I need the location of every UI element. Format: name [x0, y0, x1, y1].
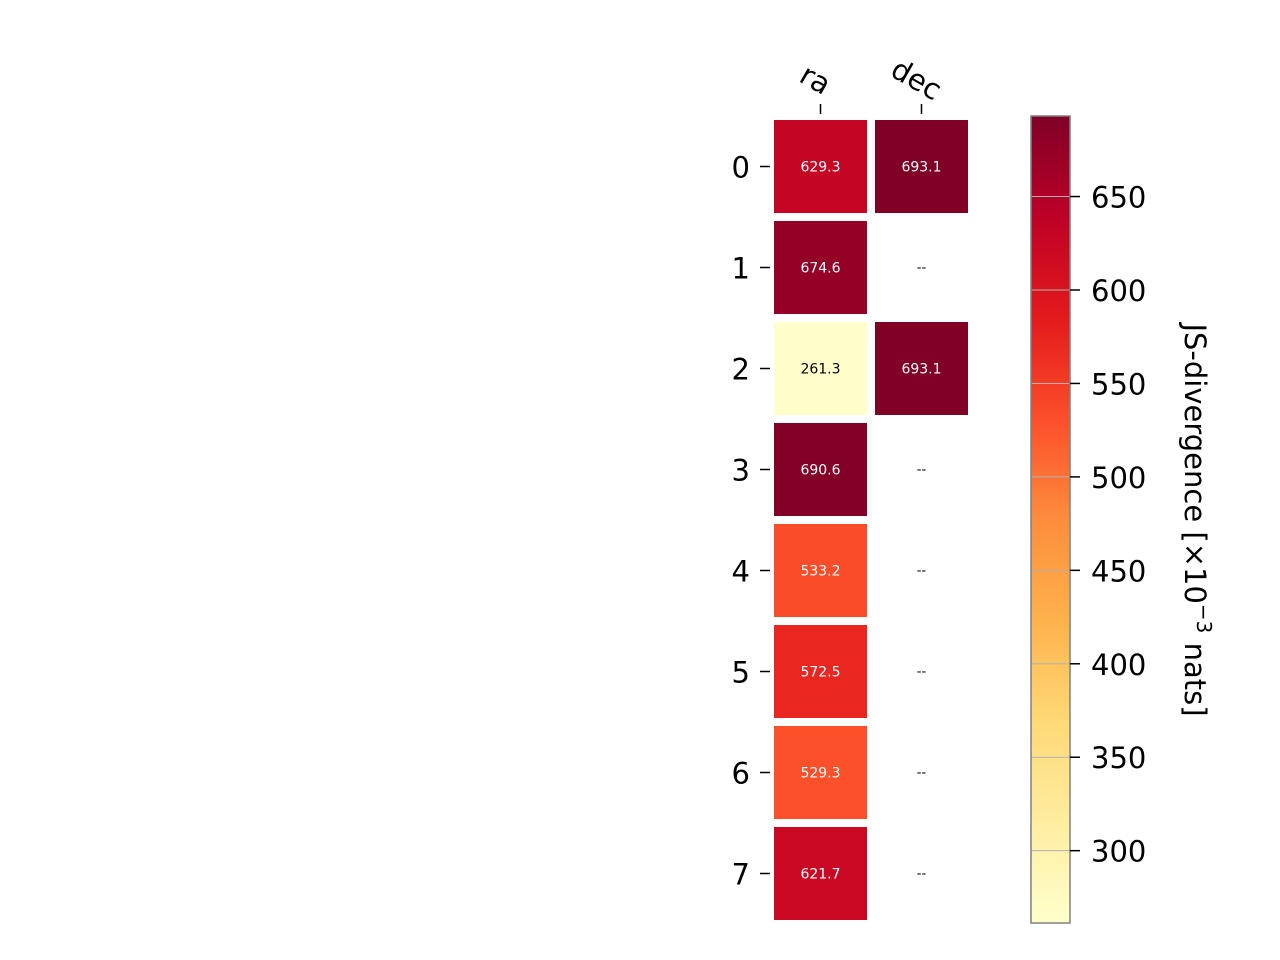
colorbar-tick-label: 450 [1091, 554, 1146, 588]
heatmap-cell [774, 120, 867, 213]
row-tick-label: 4 [732, 555, 750, 589]
cell-missing-label: -- [917, 867, 927, 882]
cell-value-label: 693.1 [901, 362, 941, 378]
cell-missing-label: -- [917, 766, 927, 781]
heatmap-cell [875, 322, 968, 415]
colorbar-tick-labels: 300 350 400 450 500 550 600 650 [1070, 181, 1146, 869]
cell-value-label: 629.3 [800, 160, 840, 176]
row-tick-label: 3 [732, 454, 750, 488]
colorbar-tick-label: 650 [1091, 181, 1146, 215]
cell-value-label: 674.6 [800, 261, 840, 277]
heatmap-cell [875, 120, 968, 213]
colorbar-tick-label: 550 [1091, 367, 1146, 401]
cell-value-label: 693.1 [901, 160, 941, 176]
heatmap-cell [774, 322, 867, 415]
heatmap-cell [774, 625, 867, 718]
heatmap-cells: 629.3 693.1 674.6 -- 261.3 693.1 690.6 -- 533.2 -… [774, 120, 968, 920]
colorbar-label: JS-divergence [×10−3 nats] [1178, 321, 1216, 716]
colorbar-frame [1030, 115, 1071, 924]
heatmap-cell [774, 423, 867, 516]
colorbar-gradient [1031, 116, 1070, 923]
row-tick-label: 5 [732, 656, 750, 690]
colorbar-label-exponent: −3 [1192, 604, 1216, 633]
row-tick-label: 7 [732, 858, 750, 892]
colorbar-tick-label: 600 [1091, 274, 1146, 308]
cell-missing-label: -- [917, 261, 927, 276]
heatmap-cell [774, 726, 867, 819]
row-tick-label: 2 [732, 353, 750, 387]
colorbar-tick-label: 350 [1091, 741, 1146, 775]
heatmap-cell [774, 221, 867, 314]
cell-value-label: 621.7 [800, 867, 840, 883]
cell-missing-label: -- [917, 564, 927, 579]
heatmap-cell [774, 524, 867, 617]
row-tick-label: 6 [732, 757, 750, 791]
cell-missing-label: -- [917, 665, 927, 680]
column-tick-label: ra [794, 57, 837, 101]
row-tick-label: 0 [732, 151, 750, 185]
colorbar-label-suffix: nats] [1178, 633, 1212, 716]
colorbar-tick-label: 500 [1091, 461, 1146, 495]
cell-value-label: 529.3 [800, 766, 840, 782]
row-tick-label: 1 [732, 252, 750, 286]
cell-missing-label: -- [917, 463, 927, 478]
colorbar-tick-label: 400 [1091, 648, 1146, 682]
colorbar-tick-label: 300 [1091, 835, 1146, 869]
colorbar: 300 350 400 450 500 550 600 650 JS-divergence [… [1030, 115, 1216, 924]
column-tick-labels: ra dec [794, 52, 948, 114]
colorbar-label-text: JS-divergence [×10 [1178, 321, 1212, 603]
cell-value-label: 261.3 [800, 362, 840, 378]
cell-value-label: 690.6 [800, 463, 840, 479]
column-tick-label: dec [885, 52, 947, 108]
cell-value-label: 533.2 [800, 564, 840, 580]
heatmap-cell [774, 827, 867, 920]
cell-value-label: 572.5 [800, 665, 840, 681]
colorbar-gridlines [1031, 196, 1070, 852]
row-tick-labels: 0 1 2 3 4 5 6 7 [732, 151, 770, 892]
